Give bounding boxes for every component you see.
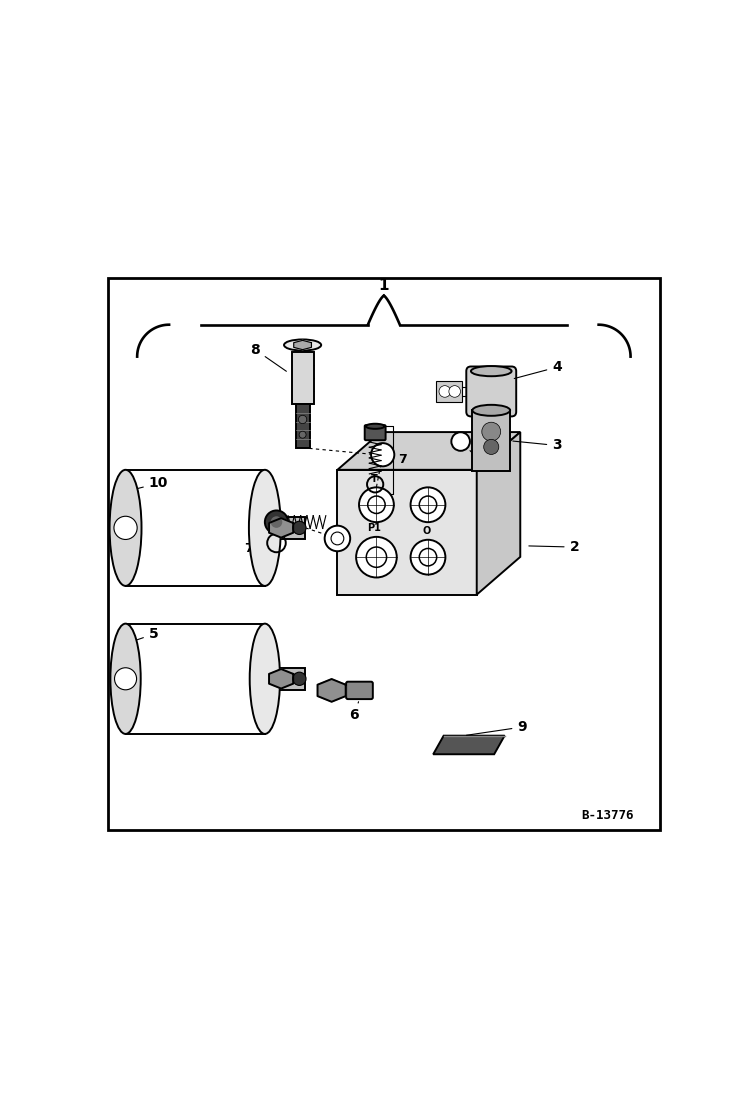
Circle shape	[331, 532, 344, 545]
Circle shape	[298, 416, 307, 423]
Ellipse shape	[284, 339, 321, 351]
Text: 6: 6	[349, 702, 359, 723]
Circle shape	[371, 443, 394, 466]
Circle shape	[452, 432, 470, 451]
Polygon shape	[318, 679, 346, 702]
Ellipse shape	[110, 623, 141, 734]
Ellipse shape	[249, 470, 281, 586]
Circle shape	[265, 510, 288, 533]
Polygon shape	[476, 432, 521, 595]
Circle shape	[368, 496, 385, 513]
Bar	[126, 470, 265, 586]
Bar	[265, 668, 306, 690]
Circle shape	[299, 431, 306, 438]
Bar	[337, 470, 476, 595]
Text: B-13776: B-13776	[581, 810, 634, 822]
FancyBboxPatch shape	[365, 426, 386, 440]
Circle shape	[439, 386, 451, 397]
Circle shape	[449, 386, 461, 397]
Ellipse shape	[249, 623, 280, 734]
Polygon shape	[294, 340, 312, 350]
Circle shape	[366, 547, 386, 567]
Bar	[473, 410, 510, 472]
Text: 4: 4	[515, 360, 562, 378]
Circle shape	[359, 487, 394, 522]
Circle shape	[115, 668, 136, 690]
Text: 5: 5	[122, 627, 159, 645]
Bar	[265, 517, 306, 539]
Circle shape	[324, 525, 351, 551]
Circle shape	[270, 517, 282, 528]
Bar	[126, 623, 265, 734]
Circle shape	[419, 548, 437, 566]
Circle shape	[410, 540, 446, 575]
Bar	[291, 352, 314, 404]
Text: 8: 8	[250, 342, 286, 371]
Text: 10: 10	[122, 476, 168, 493]
Circle shape	[419, 496, 437, 513]
Text: 7: 7	[398, 453, 407, 466]
Circle shape	[356, 536, 397, 577]
Text: 3: 3	[513, 439, 562, 452]
Ellipse shape	[109, 470, 142, 586]
Bar	[436, 381, 462, 402]
Circle shape	[482, 422, 500, 441]
Circle shape	[114, 517, 137, 540]
Ellipse shape	[471, 366, 512, 376]
Ellipse shape	[366, 423, 384, 429]
Polygon shape	[433, 736, 505, 755]
Text: T: T	[372, 474, 378, 484]
Circle shape	[293, 521, 306, 534]
FancyBboxPatch shape	[467, 366, 516, 417]
Circle shape	[484, 439, 499, 454]
Circle shape	[293, 672, 306, 686]
Text: O: O	[422, 527, 431, 536]
Polygon shape	[269, 518, 293, 538]
FancyBboxPatch shape	[346, 681, 373, 699]
Ellipse shape	[473, 405, 510, 416]
Circle shape	[410, 487, 446, 522]
Text: 1: 1	[378, 278, 389, 293]
Bar	[296, 404, 309, 448]
Text: 7: 7	[244, 542, 253, 555]
Polygon shape	[269, 669, 293, 689]
Text: 9: 9	[467, 720, 527, 735]
Text: 2: 2	[529, 540, 580, 554]
Polygon shape	[337, 432, 521, 470]
Text: P1: P1	[368, 523, 381, 533]
